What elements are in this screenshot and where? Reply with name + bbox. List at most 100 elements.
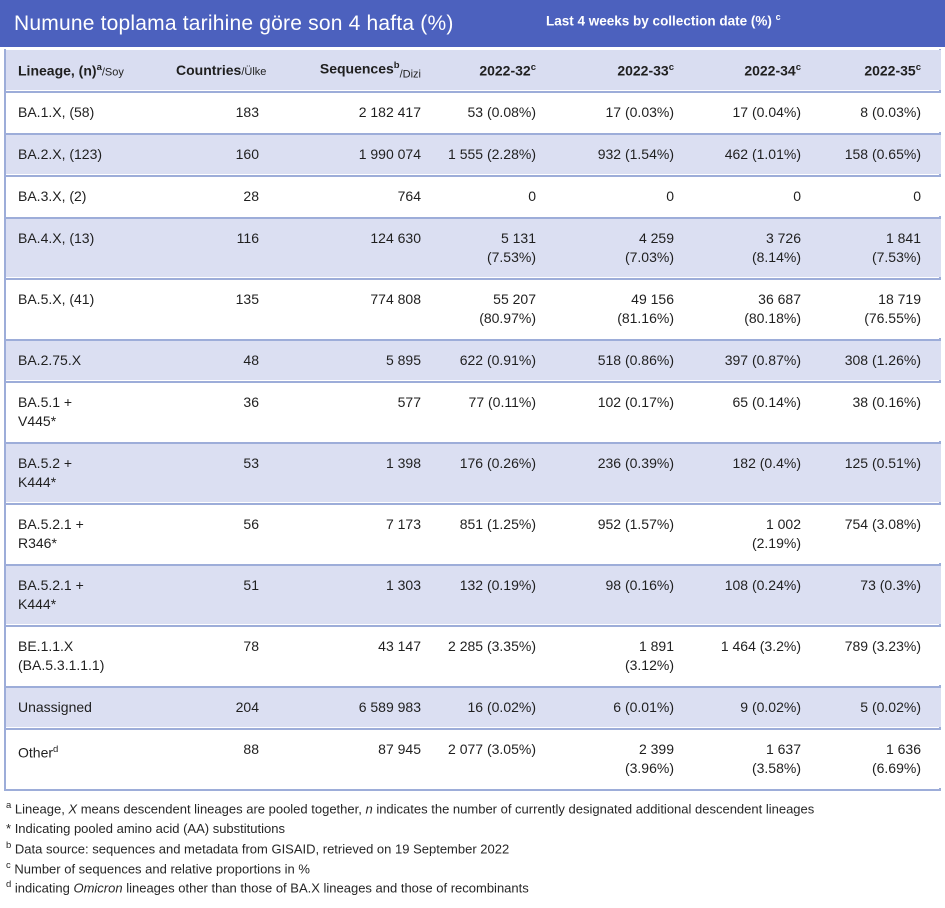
lineage-cell: BA.2.75.X xyxy=(6,339,176,381)
table-row: BA.5.2 + K444* 53 1 398 176 (0.26%) 236 (0.3… xyxy=(6,442,941,503)
table-row: BA.4.X, (13) 116 124 630 5 131 (7.53%) 4 259… xyxy=(6,217,941,278)
lineage-cell: Otherd xyxy=(6,728,176,789)
value-cell: 1 990 074 xyxy=(279,133,441,175)
value-cell: 577 xyxy=(279,381,441,442)
table-body: BA.1.X, (58) 183 2 182 417 53 (0.08%) 17 (0.… xyxy=(6,91,941,789)
value-cell: 125 (0.51%) xyxy=(821,442,941,503)
value-cell: 158 (0.65%) xyxy=(821,133,941,175)
value-cell: 6 589 983 xyxy=(279,686,441,728)
value-cell: 8 (0.03%) xyxy=(821,91,941,133)
value-cell: 53 (0.08%) xyxy=(441,91,556,133)
value-cell: 932 (1.54%) xyxy=(556,133,694,175)
value-cell: 1 464 (3.2%) xyxy=(694,625,821,686)
value-cell: 3 726 (8.14%) xyxy=(694,217,821,278)
value-cell: 789 (3.23%) xyxy=(821,625,941,686)
footnote-c: c Number of sequences and relative propo… xyxy=(6,859,310,876)
table-row: BA.5.X, (41) 135 774 808 55 207 (80.97%) 49 … xyxy=(6,278,941,339)
value-cell: 87 945 xyxy=(279,728,441,789)
value-cell: 308 (1.26%) xyxy=(821,339,941,381)
lineage-cell: BA.5.2.1 + K444* xyxy=(6,564,176,625)
value-cell: 4 259 (7.03%) xyxy=(556,217,694,278)
value-cell: 77 (0.11%) xyxy=(441,381,556,442)
table-header: Lineage, (n)a/Soy Countries/Ülke Sequences… xyxy=(6,50,941,91)
footnote-d: d indicating Omicron lineages other than… xyxy=(6,879,529,896)
value-cell: 124 630 xyxy=(279,217,441,278)
column-header-countries: Countries/Ülke xyxy=(176,50,279,91)
value-cell: 397 (0.87%) xyxy=(694,339,821,381)
title-turkish: Numune toplama tarihine göre son 4 hafta… xyxy=(14,11,454,35)
value-cell: 774 808 xyxy=(279,278,441,339)
value-cell: 88 xyxy=(176,728,279,789)
value-cell: 55 207 (80.97%) xyxy=(441,278,556,339)
table-header-row: Lineage, (n)a/Soy Countries/Ülke Sequences… xyxy=(6,50,941,91)
value-cell: 56 xyxy=(176,503,279,564)
value-cell: 1 636 (6.69%) xyxy=(821,728,941,789)
value-cell: 236 (0.39%) xyxy=(556,442,694,503)
value-cell: 176 (0.26%) xyxy=(441,442,556,503)
value-cell: 1 303 xyxy=(279,564,441,625)
value-cell: 73 (0.3%) xyxy=(821,564,941,625)
value-cell: 6 (0.01%) xyxy=(556,686,694,728)
value-cell: 518 (0.86%) xyxy=(556,339,694,381)
value-cell: 5 131 (7.53%) xyxy=(441,217,556,278)
table-row: Unassigned 204 6 589 983 16 (0.02%) 6 (0.01%… xyxy=(6,686,941,728)
value-cell: 462 (1.01%) xyxy=(694,133,821,175)
value-cell: 108 (0.24%) xyxy=(694,564,821,625)
footnote-b: b Data source: sequences and metadata fr… xyxy=(6,839,510,857)
table-row: BA.1.X, (58) 183 2 182 417 53 (0.08%) 17 (0.… xyxy=(6,91,941,133)
title-english: Last 4 weeks by collection date (%) c xyxy=(546,12,781,29)
value-cell: 116 xyxy=(176,217,279,278)
lineage-cell: BA.5.2 + K444* xyxy=(6,442,176,503)
value-cell: 2 285 (3.35%) xyxy=(441,625,556,686)
table-row: BA.5.2.1 + K444* 51 1 303 132 (0.19%) 98 (0.… xyxy=(6,564,941,625)
column-header-lineage-n-: Lineage, (n)a/Soy xyxy=(6,50,176,91)
value-cell: 36 687 (80.18%) xyxy=(694,278,821,339)
value-cell: 16 (0.02%) xyxy=(441,686,556,728)
value-cell: 622 (0.91%) xyxy=(441,339,556,381)
value-cell: 2 182 417 xyxy=(279,91,441,133)
lineage-cell: BA.4.X, (13) xyxy=(6,217,176,278)
table-row: BA.5.1 + V445* 36 577 77 (0.11%) 102 (0.17%)… xyxy=(6,381,941,442)
value-cell: 43 147 xyxy=(279,625,441,686)
lineage-cell: BE.1.1.X (BA.5.3.1.1.1) xyxy=(6,625,176,686)
value-cell: 28 xyxy=(176,175,279,217)
value-cell: 98 (0.16%) xyxy=(556,564,694,625)
value-cell: 952 (1.57%) xyxy=(556,503,694,564)
value-cell: 36 xyxy=(176,381,279,442)
column-header-2022-35: 2022-35c xyxy=(821,50,941,91)
table-row: BA.5.2.1 + R346* 56 7 173 851 (1.25%) 952 (1… xyxy=(6,503,941,564)
value-cell: 1 841 (7.53%) xyxy=(821,217,941,278)
footnotes: a Lineage, X means descendent lineages a… xyxy=(0,791,945,908)
value-cell: 49 156 (81.16%) xyxy=(556,278,694,339)
value-cell: 51 xyxy=(176,564,279,625)
value-cell: 183 xyxy=(176,91,279,133)
lineage-cell: BA.5.2.1 + R346* xyxy=(6,503,176,564)
lineage-cell: BA.5.1 + V445* xyxy=(6,381,176,442)
value-cell: 2 077 (3.05%) xyxy=(441,728,556,789)
value-cell: 1 002 (2.19%) xyxy=(694,503,821,564)
value-cell: 182 (0.4%) xyxy=(694,442,821,503)
lineage-cell: BA.5.X, (41) xyxy=(6,278,176,339)
column-header-2022-32: 2022-32c xyxy=(441,50,556,91)
value-cell: 1 637 (3.58%) xyxy=(694,728,821,789)
value-cell: 132 (0.19%) xyxy=(441,564,556,625)
value-cell: 135 xyxy=(176,278,279,339)
value-cell: 7 173 xyxy=(279,503,441,564)
lineage-cell: BA.1.X, (58) xyxy=(6,91,176,133)
table-row: BA.2.X, (123) 160 1 990 074 1 555 (2.28%) 93… xyxy=(6,133,941,175)
value-cell: 48 xyxy=(176,339,279,381)
value-cell: 2 399 (3.96%) xyxy=(556,728,694,789)
column-header-2022-33: 2022-33c xyxy=(556,50,694,91)
value-cell: 0 xyxy=(556,175,694,217)
value-cell: 204 xyxy=(176,686,279,728)
value-cell: 17 (0.03%) xyxy=(556,91,694,133)
footnote-asterisk: * Indicating pooled amino acid (AA) subs… xyxy=(6,821,285,837)
title-english-superscript: c xyxy=(775,12,781,22)
value-cell: 764 xyxy=(279,175,441,217)
column-header-2022-34: 2022-34c xyxy=(694,50,821,91)
value-cell: 0 xyxy=(821,175,941,217)
value-cell: 1 891 (3.12%) xyxy=(556,625,694,686)
lineage-table: Lineage, (n)a/Soy Countries/Ülke Sequences… xyxy=(6,49,941,789)
column-header-sequences: Sequencesb/Dizi xyxy=(279,50,441,91)
